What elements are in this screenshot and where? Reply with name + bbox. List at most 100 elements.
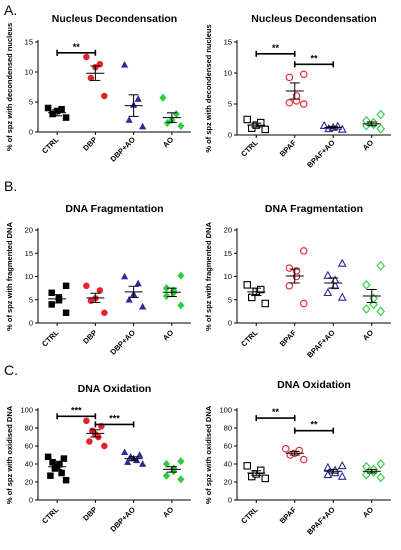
data-point xyxy=(177,301,185,310)
y-tick-label: 20 xyxy=(224,478,232,487)
y-tick-label: 5 xyxy=(228,295,232,304)
x-tick-label: BPAF xyxy=(278,328,299,349)
y-tick-label: 5 xyxy=(228,100,232,109)
data-point xyxy=(87,74,95,82)
significance-label: ** xyxy=(310,420,318,430)
data-point xyxy=(376,472,386,483)
data-point xyxy=(243,115,252,124)
data-point xyxy=(134,95,142,102)
data-point xyxy=(299,299,308,308)
y-tick-label: 5 xyxy=(29,98,33,107)
data-point xyxy=(101,309,108,317)
x-tick-label: AO xyxy=(161,505,175,519)
data-point xyxy=(86,438,93,445)
chart-panel-2: Nucleus Decondensation 0 5 10 15 % of spz wit… xyxy=(204,13,391,170)
chart-title: DNA Oxidation xyxy=(78,383,152,395)
data-point xyxy=(101,92,108,100)
data-point xyxy=(319,120,329,129)
chart-title: DNA Oxidation xyxy=(277,379,351,391)
data-point xyxy=(172,109,180,119)
chart-title: Nucleus Decondensation xyxy=(52,13,177,25)
data-point xyxy=(134,279,142,287)
data-point xyxy=(58,469,65,477)
data-point xyxy=(125,116,133,123)
data-point xyxy=(177,121,185,131)
y-tick-label: 20 xyxy=(224,226,232,235)
data-point xyxy=(162,471,171,480)
data-point xyxy=(248,293,256,302)
data-point xyxy=(83,417,90,425)
data-point xyxy=(121,61,129,68)
data-point xyxy=(285,282,294,290)
y-tick-label: 80 xyxy=(224,424,232,433)
y-tick-label: 40 xyxy=(224,460,232,469)
y-axis-label: % of spz with decondensed nucleus xyxy=(5,23,14,151)
data-point xyxy=(58,105,65,113)
x-tick-label: AO xyxy=(161,328,175,342)
x-tick-label: CTRL xyxy=(239,138,260,159)
data-point xyxy=(124,458,132,465)
y-tick-label: 15 xyxy=(224,38,232,47)
data-point xyxy=(362,304,371,314)
data-point xyxy=(101,442,108,450)
chart-panel-5: DNA Oxidation 0 20 40 60 80 100 % of spz with o… xyxy=(5,383,191,534)
data-point xyxy=(323,270,333,279)
x-tick-label: AO xyxy=(361,328,375,342)
y-tick-label: 0 xyxy=(29,128,33,137)
data-point xyxy=(177,457,185,466)
data-point xyxy=(376,459,386,469)
y-tick-label: 15 xyxy=(224,249,232,258)
x-tick-label: BPAF+AO xyxy=(305,505,337,537)
significance-label: ** xyxy=(272,407,280,417)
x-tick-label: CTRL xyxy=(40,135,61,156)
y-tick-label: 80 xyxy=(25,424,33,433)
data-point xyxy=(362,469,371,480)
y-axis-label: % of spz with fragmented DNA xyxy=(204,222,213,331)
y-tick-label: 20 xyxy=(25,478,33,487)
data-point xyxy=(323,462,333,471)
y-tick-label: 10 xyxy=(25,68,33,77)
x-tick-label: CTRL xyxy=(239,328,260,349)
y-axis-label: % of spz with oxidised DNA xyxy=(5,405,14,504)
data-point xyxy=(44,104,52,112)
data-point xyxy=(299,455,308,464)
y-axis-label: % of spz with oxidised DNA xyxy=(204,405,213,504)
data-point xyxy=(159,93,167,102)
data-point xyxy=(139,460,147,467)
data-point xyxy=(83,53,90,61)
x-tick-label: DBP xyxy=(81,328,99,346)
x-tick-label: AO xyxy=(161,135,175,149)
data-point xyxy=(362,280,371,290)
chart-title: DNA Fragmentation xyxy=(65,203,163,215)
data-point xyxy=(162,291,171,301)
data-point xyxy=(62,476,70,484)
data-point xyxy=(177,271,185,280)
data-point xyxy=(48,301,55,308)
significance-label: ** xyxy=(310,53,318,63)
data-point xyxy=(376,109,386,120)
panel-letter-b: B. xyxy=(4,178,18,194)
data-point xyxy=(177,475,185,484)
x-tick-label: DBP+AO xyxy=(108,135,137,164)
data-point xyxy=(376,306,386,317)
y-tick-label: 10 xyxy=(25,272,33,281)
x-tick-label: DBP xyxy=(81,135,99,153)
data-point xyxy=(376,123,386,134)
data-point xyxy=(139,302,147,310)
data-point xyxy=(139,122,147,130)
x-tick-label: DBP+AO xyxy=(108,328,137,357)
data-point xyxy=(337,292,347,301)
data-point xyxy=(62,309,70,317)
significance-label: ** xyxy=(272,43,280,53)
data-point xyxy=(243,281,252,289)
data-point xyxy=(125,295,133,303)
data-point xyxy=(60,455,68,462)
data-point xyxy=(362,115,371,126)
chart-panel-4: DNA Fragmentation 0 5 10 15 20 % of spz with f… xyxy=(204,203,391,360)
chart-panel-3: DNA Fragmentation 0 5 10 15 20 % of spz with f… xyxy=(5,203,191,357)
data-point xyxy=(49,458,56,466)
x-tick-label: AO xyxy=(361,505,375,519)
x-tick-label: DBP xyxy=(81,505,99,523)
